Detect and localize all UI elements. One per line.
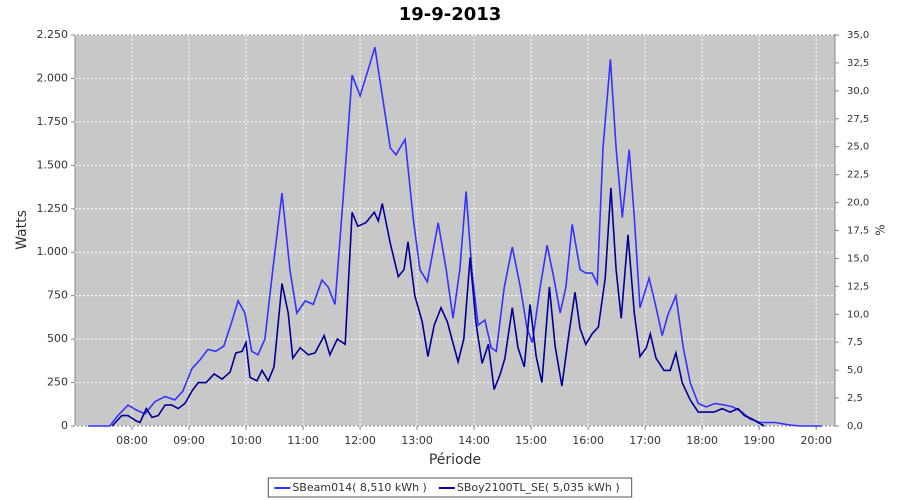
- legend-label: SBoy2100TL_SE( 5,035 kWh ): [457, 481, 620, 494]
- y2-tick-label: 2,5: [847, 393, 863, 404]
- y2-tick-label: 15,0: [847, 253, 869, 264]
- y-axis-title: Watts: [14, 210, 30, 250]
- x-axis-title: Période: [429, 452, 481, 468]
- x-tick-label: 10:00: [230, 434, 262, 447]
- y2-tick-label: 20,0: [847, 198, 869, 209]
- y-tick-label: 0: [61, 419, 68, 432]
- y-tick-label: 500: [47, 332, 68, 345]
- plot-area: [74, 34, 836, 427]
- x-tick-label: 09:00: [173, 434, 205, 447]
- y2-tick-label: 7,5: [847, 337, 863, 348]
- x-tick-label: 17:00: [629, 434, 661, 447]
- y2-tick-label: 0,0: [847, 421, 863, 432]
- x-tick-label: 08:00: [116, 434, 148, 447]
- y-tick-label: 1.250: [37, 202, 69, 215]
- y-tick-label: 1.500: [37, 158, 69, 171]
- y2-tick-label: 27,5: [847, 114, 869, 125]
- y-tick-label: 2.250: [37, 28, 69, 41]
- y2-tick-label: 17,5: [847, 226, 869, 237]
- y2-tick-label: 35,0: [847, 30, 869, 41]
- y2-tick-label: 30,0: [847, 86, 869, 97]
- x-tick-label: 20:00: [800, 434, 832, 447]
- x-tick-label: 11:00: [287, 434, 319, 447]
- y-tick-label: 250: [47, 376, 68, 389]
- x-tick-label: 16:00: [572, 434, 604, 447]
- x-tick-label: 14:00: [458, 434, 490, 447]
- y-tick-label: 750: [47, 289, 68, 302]
- y2-tick-label: 10,0: [847, 309, 869, 320]
- series-line: [88, 46, 822, 427]
- y2-tick-label: 32,5: [847, 58, 869, 69]
- y-tick-label: 1.000: [37, 245, 69, 258]
- x-tick-label: 18:00: [686, 434, 718, 447]
- x-tick-label: 15:00: [515, 434, 547, 447]
- series-line: [111, 187, 765, 427]
- y2-tick-label: 5,0: [847, 365, 863, 376]
- chart-title: 19-9-2013: [399, 4, 502, 25]
- y-tick-label: 1.750: [37, 115, 69, 128]
- x-tick-label: 13:00: [401, 434, 433, 447]
- x-tick-label: 12:00: [344, 434, 376, 447]
- y2-tick-label: 12,5: [847, 281, 869, 292]
- y2-tick-label: 25,0: [847, 142, 869, 153]
- y2-axis-title: %: [874, 224, 888, 235]
- x-tick-label: 19:00: [743, 434, 775, 447]
- y-tick-label: 2.000: [37, 71, 69, 84]
- y2-tick-label: 22,5: [847, 170, 869, 181]
- legend-label: SBeam014( 8,510 kWh ): [292, 481, 427, 494]
